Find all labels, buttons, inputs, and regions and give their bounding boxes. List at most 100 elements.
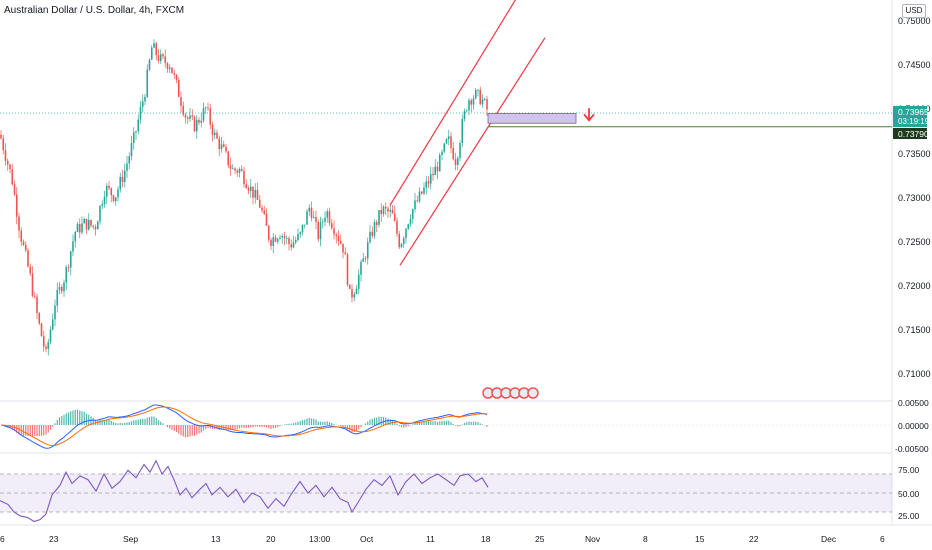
candle bbox=[150, 45, 153, 60]
candle bbox=[279, 234, 281, 240]
candle bbox=[209, 103, 212, 130]
candle bbox=[414, 192, 416, 213]
current-price-label: 0.73965 bbox=[898, 107, 929, 117]
candle bbox=[4, 143, 7, 166]
candle bbox=[85, 218, 88, 234]
candle bbox=[60, 284, 63, 295]
candle bbox=[265, 208, 268, 226]
candle bbox=[0, 130, 2, 140]
candle bbox=[420, 191, 423, 195]
economic-events[interactable] bbox=[482, 387, 539, 399]
macd-signal-line bbox=[0, 406, 488, 447]
candle bbox=[389, 203, 392, 218]
candle bbox=[105, 183, 108, 204]
candle bbox=[483, 97, 486, 101]
candle bbox=[382, 205, 385, 217]
candle bbox=[38, 312, 41, 326]
candle bbox=[222, 140, 225, 148]
candle bbox=[13, 180, 16, 196]
candle bbox=[348, 284, 351, 290]
candle bbox=[155, 41, 158, 61]
current-price-label-bg bbox=[893, 106, 927, 127]
candle bbox=[162, 52, 164, 60]
macd-tick: -0.00500 bbox=[895, 444, 929, 454]
candle bbox=[173, 69, 176, 80]
candle bbox=[335, 232, 338, 244]
candle bbox=[40, 322, 43, 337]
candle bbox=[175, 73, 178, 84]
candle bbox=[99, 205, 101, 225]
candle bbox=[274, 234, 277, 243]
time-tick: Dec bbox=[821, 534, 837, 544]
candle bbox=[330, 219, 333, 231]
candle bbox=[407, 223, 410, 231]
candle bbox=[362, 252, 365, 262]
candle bbox=[425, 175, 428, 195]
candle bbox=[429, 166, 432, 190]
candle bbox=[326, 208, 329, 223]
candle bbox=[63, 279, 65, 297]
candle bbox=[238, 167, 241, 178]
supply-zone bbox=[487, 113, 577, 124]
time-tick: Sep bbox=[123, 534, 138, 544]
candle bbox=[202, 102, 205, 123]
candle bbox=[103, 190, 106, 208]
candle bbox=[65, 264, 68, 291]
candle bbox=[324, 211, 326, 227]
candle bbox=[45, 344, 47, 353]
price-axis[interactable]: 0.75000 0.74500 0.74000 0.73500 0.73000 … bbox=[893, 16, 931, 379]
candle bbox=[74, 231, 77, 248]
candle bbox=[402, 235, 405, 248]
candle bbox=[168, 64, 171, 73]
candle bbox=[191, 109, 194, 121]
candle bbox=[456, 156, 459, 170]
candle bbox=[342, 243, 344, 259]
candle bbox=[72, 234, 74, 257]
rsi-line bbox=[0, 459, 489, 523]
time-tick: 18 bbox=[481, 534, 491, 544]
candle bbox=[204, 106, 207, 114]
candle bbox=[33, 291, 36, 299]
candle bbox=[42, 330, 45, 352]
candlestick-series bbox=[0, 39, 488, 356]
candle bbox=[319, 216, 322, 247]
time-axis[interactable]: 6 23 Sep 13 20 13:00 Oct 11 18 25 Nov 8 … bbox=[0, 534, 885, 544]
candle bbox=[189, 108, 191, 122]
candle bbox=[18, 213, 20, 239]
time-tick: 22 bbox=[749, 534, 759, 544]
candle bbox=[90, 219, 92, 228]
candle bbox=[438, 152, 441, 172]
candle bbox=[294, 236, 297, 245]
candle bbox=[78, 218, 81, 239]
candle bbox=[177, 76, 180, 98]
candle bbox=[20, 227, 23, 247]
candle bbox=[126, 155, 128, 178]
candle bbox=[69, 250, 72, 276]
candle bbox=[357, 269, 360, 295]
candle bbox=[15, 187, 18, 225]
candle bbox=[328, 207, 331, 227]
arrow-down-icon bbox=[583, 108, 595, 122]
candle bbox=[398, 231, 401, 250]
currency-badge[interactable]: USD bbox=[902, 4, 926, 18]
candle bbox=[411, 208, 414, 224]
rsi-tick: 50.00 bbox=[898, 489, 920, 499]
candle bbox=[285, 235, 288, 245]
candle bbox=[186, 115, 189, 124]
candle bbox=[94, 224, 97, 236]
candle bbox=[229, 157, 232, 176]
candle bbox=[49, 326, 52, 345]
candle bbox=[166, 61, 169, 73]
candle bbox=[432, 167, 434, 181]
price-tick: 0.72500 bbox=[898, 237, 931, 247]
candle bbox=[400, 242, 403, 249]
macd-indicator bbox=[0, 404, 892, 449]
candle bbox=[58, 281, 61, 295]
price-tick: 0.71500 bbox=[898, 325, 931, 335]
candle bbox=[470, 98, 473, 113]
candle bbox=[218, 135, 221, 157]
candle bbox=[452, 141, 455, 161]
candle bbox=[24, 241, 27, 253]
candle bbox=[36, 293, 38, 320]
